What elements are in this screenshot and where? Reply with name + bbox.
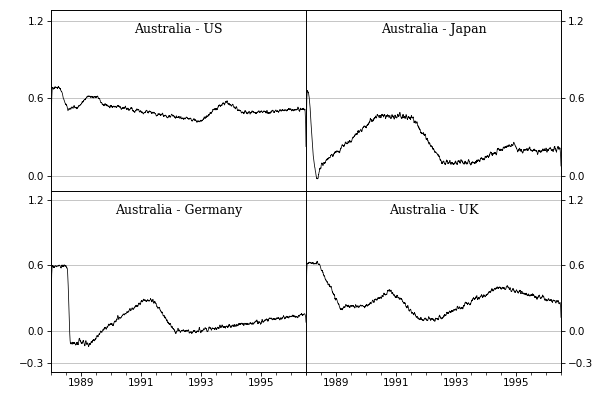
Text: Australia - US: Australia - US bbox=[134, 23, 223, 36]
Text: Australia - Japan: Australia - Japan bbox=[380, 23, 487, 36]
Text: Australia - Germany: Australia - Germany bbox=[115, 204, 242, 217]
Text: Australia - UK: Australia - UK bbox=[389, 204, 478, 217]
